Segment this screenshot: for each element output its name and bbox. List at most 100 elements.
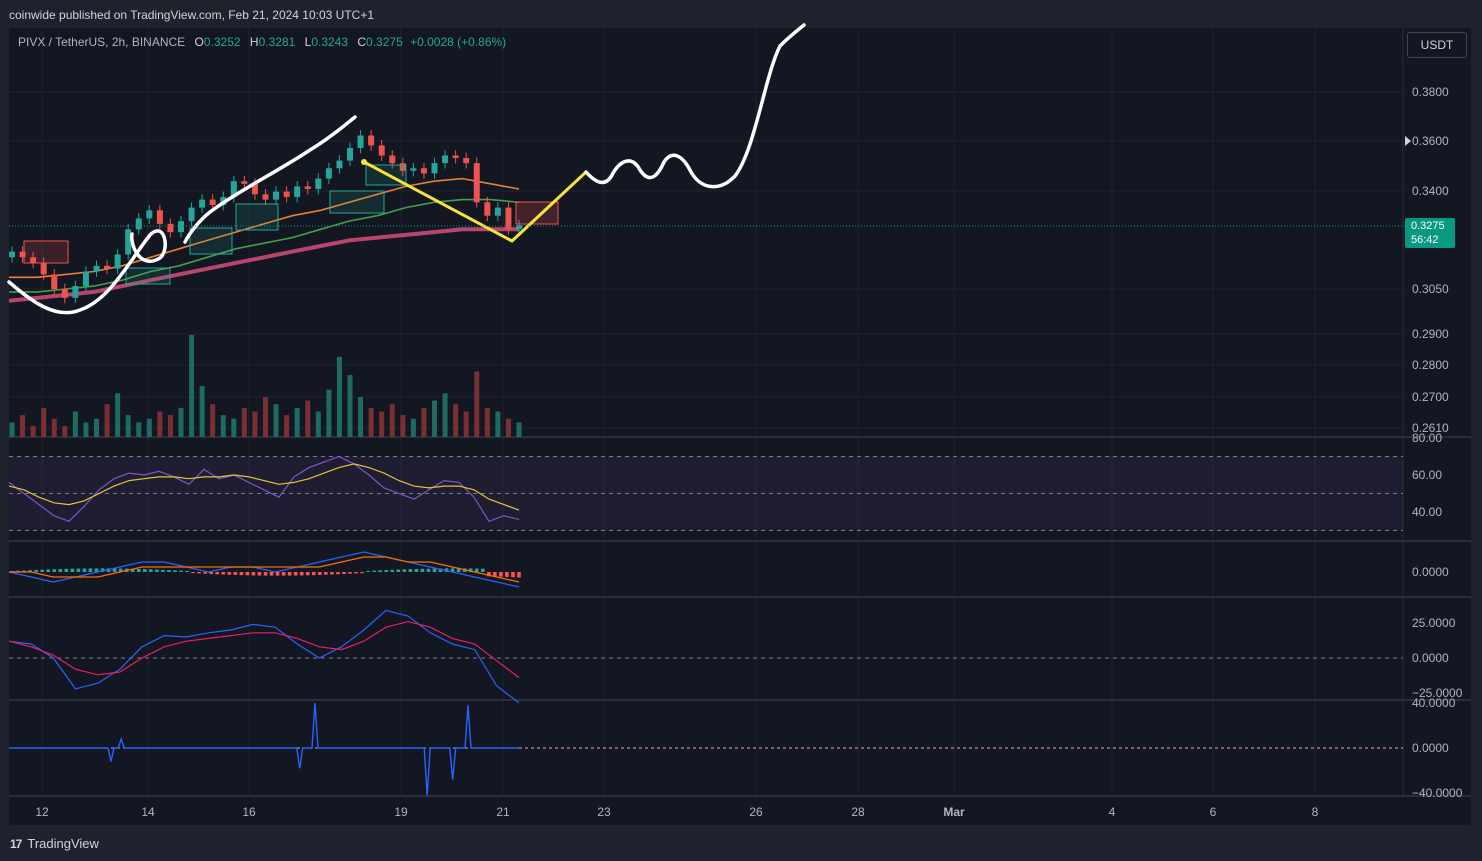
macd-histogram-bar xyxy=(82,568,87,572)
macd-histogram-bar xyxy=(281,572,286,576)
volume-bar xyxy=(347,375,353,437)
open-value: 0.3252 xyxy=(203,35,241,49)
macd-histogram-bar xyxy=(245,572,250,576)
candle-body xyxy=(378,145,385,156)
macd-histogram-bar xyxy=(336,572,340,575)
x-tick-label: 8 xyxy=(1312,805,1319,819)
yellow-zigzag-drawing xyxy=(363,160,588,243)
macd-histogram-bar xyxy=(209,572,213,575)
volume-bar xyxy=(62,426,68,437)
hand-drawings xyxy=(7,23,806,315)
macd-histogram-bar xyxy=(396,569,401,572)
volume-bar xyxy=(484,407,490,437)
macd-histogram-bar xyxy=(16,570,20,572)
candle-body xyxy=(420,168,427,174)
macd-histogram-bar xyxy=(191,572,195,574)
candle-body xyxy=(442,155,449,164)
low-label: L xyxy=(304,35,312,49)
volume-bar xyxy=(263,396,268,437)
tradingview-brand[interactable]: 17 TradingView xyxy=(10,836,99,851)
candle-body xyxy=(325,168,332,179)
volume-bar xyxy=(72,411,78,437)
volume-bar xyxy=(20,415,26,437)
y-tick-label: 80.00 xyxy=(1412,431,1442,445)
volume-bar xyxy=(379,411,385,437)
x-tick-label: 19 xyxy=(394,805,408,819)
x-tick-label: 21 xyxy=(496,805,510,819)
y-tick-label: −25.0000 xyxy=(1412,686,1463,700)
volume-bar xyxy=(336,356,342,437)
candle-body xyxy=(241,181,248,184)
macd-histogram-bar xyxy=(173,570,177,572)
macd-histogram-bar xyxy=(378,570,382,572)
macd-histogram-bar xyxy=(46,569,51,572)
macd-histogram-bar xyxy=(269,572,274,576)
candle-body xyxy=(146,210,153,219)
macd-histogram-bar xyxy=(354,572,358,574)
y-tick-label: 0.2700 xyxy=(1412,390,1449,404)
macd-histogram-bar xyxy=(299,572,304,576)
moving-average-line xyxy=(8,227,519,303)
macd-histogram-bar xyxy=(239,572,244,576)
macd-histogram-bar xyxy=(28,570,32,572)
x-tick-label: 26 xyxy=(749,805,763,819)
y-tick-label: 25.0000 xyxy=(1412,616,1456,630)
zone-box xyxy=(189,227,233,255)
close-value: 0.3275 xyxy=(366,35,403,49)
candle-body xyxy=(473,163,480,203)
macd-histogram-bar xyxy=(438,568,443,572)
candle-body xyxy=(125,229,132,255)
candle-body xyxy=(505,207,512,230)
x-tick-label: Mar xyxy=(943,805,965,819)
y-tick-label: 0.0000 xyxy=(1412,741,1449,755)
volume-bar xyxy=(241,407,247,437)
macd-panel xyxy=(8,551,521,588)
volume-bar xyxy=(421,407,427,437)
candle-body xyxy=(336,160,343,169)
candle-body xyxy=(463,158,470,164)
volume-bar xyxy=(326,389,332,437)
macd-histogram-bar xyxy=(130,568,135,572)
x-tick-label: 6 xyxy=(1210,805,1217,819)
candle-body xyxy=(283,191,290,197)
macd-histogram-bar xyxy=(142,569,147,572)
y-tick-label: 0.0000 xyxy=(1412,651,1449,665)
brand-name: TradingView xyxy=(27,836,99,851)
macd-histogram-bar xyxy=(263,572,268,576)
x-tick-label: 23 xyxy=(597,805,611,819)
symbol-name[interactable]: PIVX / TetherUS, 2h, BINANCE xyxy=(18,35,186,49)
candle-body xyxy=(452,155,459,159)
y-tick-label: −40.0000 xyxy=(1412,786,1463,800)
volume-bar xyxy=(146,418,152,437)
candle-body xyxy=(114,254,121,269)
macd-histogram-bar xyxy=(390,569,395,572)
macd-histogram-bar xyxy=(420,568,425,572)
macd-histogram-bar xyxy=(487,572,491,577)
volume-bar xyxy=(231,418,237,437)
macd-histogram-bar xyxy=(372,570,376,572)
published-note: coinwide published on TradingView.com, F… xyxy=(9,8,375,22)
candle-body xyxy=(251,183,258,195)
candle-body xyxy=(40,262,47,275)
volume-bar xyxy=(157,411,163,437)
candle-body xyxy=(273,191,280,200)
volume-bar xyxy=(210,404,216,437)
macd-histogram-bar xyxy=(474,568,479,572)
yellow-anchor-dot xyxy=(361,159,367,165)
macd-histogram-bar xyxy=(456,568,461,572)
macd-histogram-bar xyxy=(426,568,431,572)
macd-histogram-bar xyxy=(34,569,38,572)
scroll-marker-icon[interactable] xyxy=(1405,136,1411,146)
x-tick-label: 28 xyxy=(851,805,865,819)
volume-bar xyxy=(432,400,437,437)
currency-button[interactable]: USDT xyxy=(1407,32,1467,58)
volume-bar xyxy=(463,411,469,437)
macd-histogram-bar xyxy=(40,569,44,572)
volume-bar xyxy=(167,415,173,437)
spike-panel xyxy=(9,702,1403,796)
volume-bar xyxy=(294,407,300,437)
macd-histogram-bar xyxy=(499,572,503,577)
volume-bar xyxy=(178,407,184,437)
macd-histogram-bar xyxy=(233,572,238,575)
